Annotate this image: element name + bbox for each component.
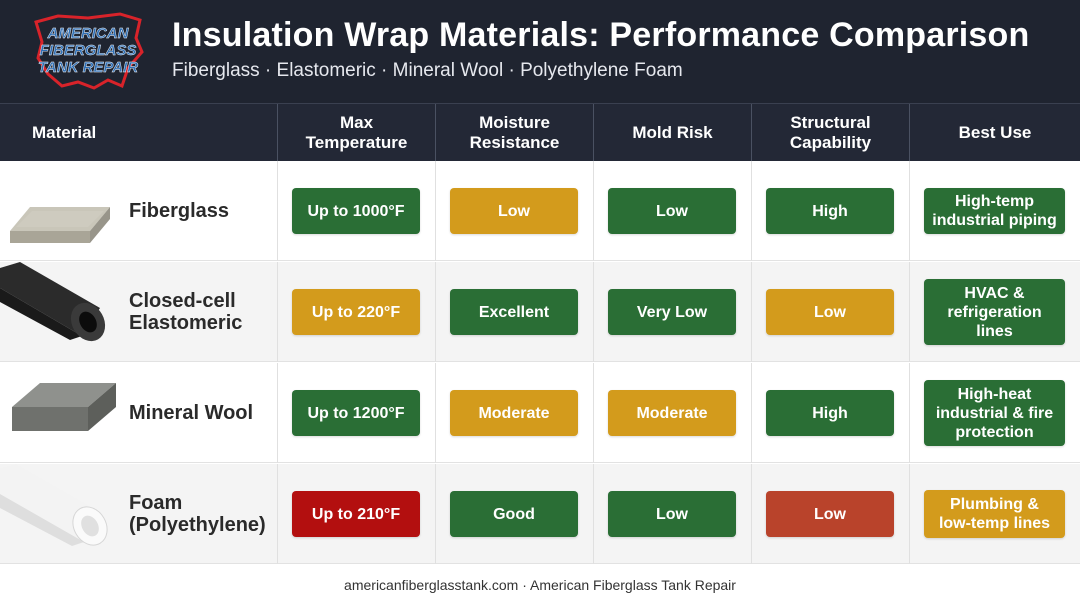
material-name: Mineral Wool xyxy=(129,402,254,424)
footer-credit: americanfiberglasstank.com · American Fi… xyxy=(344,576,736,593)
structural-badge: High xyxy=(766,390,894,436)
table-row: Foam (Polyethylene) Up to 210°F Good Low … xyxy=(0,464,1080,564)
column-header-structural-capability: Structural Capability xyxy=(751,104,909,162)
table-row: Closed-cell Elastomeric Up to 220°F Excel… xyxy=(0,262,1080,362)
table-row: Fiberglass Up to 1000°F Low Low High Hig… xyxy=(0,161,1080,261)
mold-risk-badge: Moderate xyxy=(608,390,736,436)
max-temp-badge: Up to 220°F xyxy=(292,289,420,335)
logo-text-2: FIBERGLASS xyxy=(40,42,137,59)
column-header-best-use: Best Use xyxy=(909,104,1080,162)
best-use-badge: Plumbing & low-temp lines xyxy=(924,490,1065,538)
header-banner: AMERICAN FIBERGLASS TANK REPAIR Insulati… xyxy=(0,0,1080,103)
material-name: Closed-cell Elastomeric xyxy=(129,290,243,334)
best-use-badge: HVAC & refrigeration lines xyxy=(924,279,1065,345)
company-logo: AMERICAN FIBERGLASS TANK REPAIR xyxy=(34,12,144,90)
column-header-material: Material xyxy=(32,123,97,142)
max-temp-badge: Up to 210°F xyxy=(292,491,420,537)
max-temp-badge: Up to 1000°F xyxy=(292,188,420,234)
best-use-badge: High-temp industrial piping xyxy=(924,188,1065,234)
mold-risk-badge: Very Low xyxy=(608,289,736,335)
elastomeric-tube-image xyxy=(0,262,106,342)
page-title: Insulation Wrap Materials: Performance C… xyxy=(172,16,1030,54)
logo-text-3: TANK REPAIR xyxy=(38,59,138,76)
logo-text-1: AMERICAN xyxy=(47,25,130,42)
page-subtitle: Fiberglass · Elastomeric · Mineral Wool … xyxy=(172,60,683,81)
polyethylene-foam-tube-image xyxy=(0,464,108,546)
structural-badge: Low xyxy=(766,289,894,335)
column-header-max-temperature: Max Temperature xyxy=(277,104,435,162)
fiberglass-board-image xyxy=(10,207,110,243)
mold-risk-badge: Low xyxy=(608,188,736,234)
max-temp-badge: Up to 1200°F xyxy=(292,390,420,436)
table-row: Mineral Wool Up to 1200°F Moderate Moder… xyxy=(0,363,1080,463)
best-use-badge: High-heat industrial & fire protection xyxy=(924,380,1065,446)
mold-risk-badge: Low xyxy=(608,491,736,537)
material-name: Fiberglass xyxy=(129,200,230,222)
moisture-badge: Low xyxy=(450,188,578,234)
table-header: Material Max Temperature Moisture Resistan… xyxy=(0,103,1080,162)
structural-badge: Low xyxy=(766,491,894,537)
mineral-wool-board-image xyxy=(12,383,116,431)
structural-badge: High xyxy=(766,188,894,234)
moisture-badge: Moderate xyxy=(450,390,578,436)
material-name: Foam (Polyethylene) xyxy=(129,492,266,536)
column-header-mold-risk: Mold Risk xyxy=(593,104,751,162)
moisture-badge: Excellent xyxy=(450,289,578,335)
column-header-moisture-resistance: Moisture Resistance xyxy=(435,104,593,162)
moisture-badge: Good xyxy=(450,491,578,537)
